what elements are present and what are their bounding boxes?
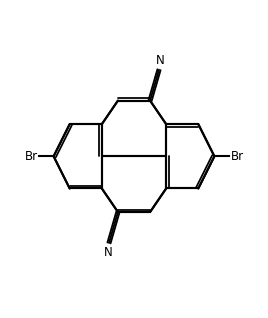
Text: Br: Br (230, 150, 244, 163)
Text: N: N (155, 54, 164, 67)
Text: N: N (104, 246, 113, 259)
Text: Br: Br (24, 150, 38, 163)
